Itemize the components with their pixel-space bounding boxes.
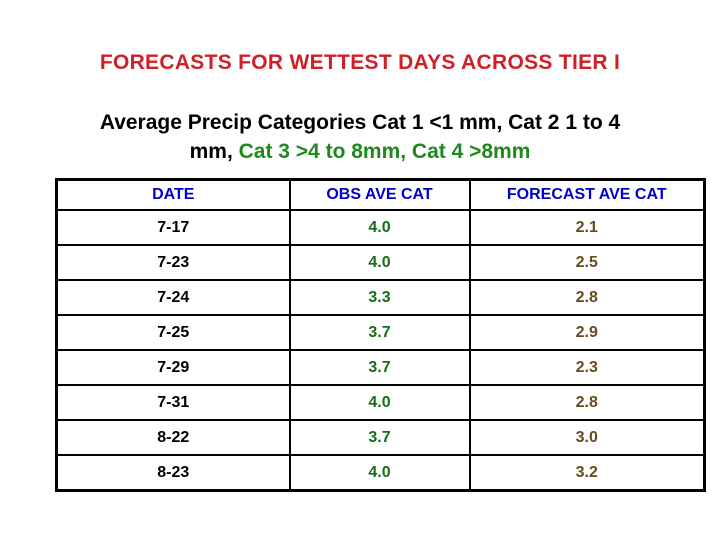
column-header-date: DATE [55,178,291,211]
obs-cell: 3.7 [288,419,471,456]
date-cell: 7-17 [55,209,291,246]
column-header-obs: OBS AVE CAT [288,178,471,211]
date-cell: 8-22 [55,419,291,456]
date-cell: 7-24 [55,279,291,316]
date-cell: 7-25 [55,314,291,351]
obs-cell: 3.7 [288,314,471,351]
date-cell: 8-23 [55,454,291,492]
forecast-cell: 2.9 [468,314,706,351]
date-cell: 7-31 [55,384,291,421]
table-row: 7-29 3.7 2.3 [55,349,706,386]
obs-cell: 4.0 [288,209,471,246]
date-cell: 7-29 [55,349,291,386]
table-header-row: DATE OBS AVE CAT FORECAST AVE CAT [55,178,706,211]
obs-cell: 4.0 [288,454,471,492]
subtitle-line-2: mm, Cat 3 >4 to 8mm, Cat 4 >8mm [40,137,680,166]
table-row: 7-17 4.0 2.1 [55,209,706,246]
column-header-forecast: FORECAST AVE CAT [468,178,706,211]
subtitle: Average Precip Categories Cat 1 <1 mm, C… [40,108,680,166]
obs-cell: 3.3 [288,279,471,316]
forecast-cell: 2.1 [468,209,706,246]
obs-cell: 3.7 [288,349,471,386]
page-title: FORECASTS FOR WETTEST DAYS ACROSS TIER I [99,51,621,74]
table-row: 7-24 3.3 2.8 [55,279,706,316]
subtitle-line-2-black: mm, [189,140,239,163]
subtitle-line-2-green-highlight: Cat 3 >4 to 8mm, Cat 4 >8mm [238,140,531,163]
obs-cell: 4.0 [288,244,471,281]
obs-cell: 4.0 [288,384,471,421]
forecast-cell: 2.8 [468,384,706,421]
forecast-cell: 2.3 [468,349,706,386]
table-row: 7-23 4.0 2.5 [55,244,706,281]
table-row: 8-23 4.0 3.2 [55,454,706,492]
subtitle-line-1: Average Precip Categories Cat 1 <1 mm, C… [99,111,621,134]
forecast-cell: 3.2 [468,454,706,492]
forecast-table: DATE OBS AVE CAT FORECAST AVE CAT 7-17 4… [55,178,706,492]
forecast-cell: 2.8 [468,279,706,316]
table-row: 8-22 3.7 3.0 [55,419,706,456]
table-row: 7-25 3.7 2.9 [55,314,706,351]
date-cell: 7-23 [55,244,291,281]
forecast-cell: 2.5 [468,244,706,281]
forecast-cell: 3.0 [468,419,706,456]
table-row: 7-31 4.0 2.8 [55,384,706,421]
